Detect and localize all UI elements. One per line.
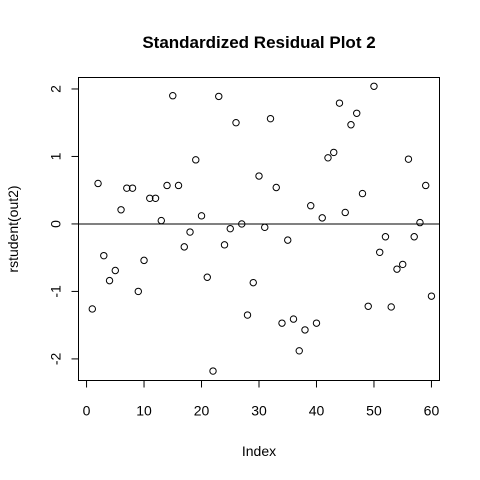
- data-point: [134, 287, 142, 296]
- data-point: [123, 184, 131, 192]
- chart-title: Standardized Residual Plot 2: [142, 33, 375, 52]
- y-axis-label: rstudent(out2): [5, 185, 21, 272]
- data-points: [88, 82, 436, 375]
- x-tick-label: 10: [136, 403, 152, 419]
- data-point: [289, 315, 298, 323]
- x-tick-label: 20: [194, 403, 210, 419]
- data-point: [353, 109, 361, 117]
- data-point: [105, 276, 114, 285]
- data-point: [232, 119, 240, 127]
- data-point: [180, 243, 188, 251]
- y-axis: -2 -1 0 1 2: [48, 85, 79, 365]
- data-point: [186, 228, 194, 236]
- y-tick-label: -1: [48, 285, 64, 298]
- data-point: [422, 181, 430, 190]
- data-point: [381, 233, 390, 241]
- data-point: [88, 305, 96, 313]
- y-tick-label: 2: [48, 85, 64, 93]
- data-point: [151, 194, 160, 202]
- data-point: [335, 99, 344, 107]
- data-point: [128, 184, 137, 192]
- data-point: [364, 302, 372, 310]
- data-point: [243, 311, 252, 319]
- data-point: [301, 326, 309, 334]
- data-point: [146, 194, 154, 202]
- data-point: [249, 278, 257, 287]
- data-point: [358, 189, 367, 198]
- data-point: [410, 233, 418, 241]
- data-point: [261, 223, 269, 232]
- data-point: [284, 236, 292, 244]
- data-point: [192, 156, 200, 164]
- data-point: [341, 208, 349, 217]
- data-point: [238, 220, 246, 228]
- data-point: [387, 303, 395, 311]
- x-tick-label: 60: [424, 403, 440, 419]
- y-tick-label: 1: [48, 152, 64, 160]
- data-point: [266, 114, 275, 123]
- data-point: [215, 92, 223, 101]
- x-tick-label: 0: [83, 403, 91, 419]
- y-tick-label: 0: [48, 220, 64, 228]
- y-tick-label: -2: [48, 352, 64, 365]
- data-point: [307, 202, 315, 210]
- data-point: [94, 179, 102, 188]
- data-point: [347, 121, 355, 129]
- data-point: [330, 148, 338, 157]
- x-axis-label: Index: [242, 443, 276, 459]
- plot-frame: [78, 77, 440, 381]
- data-point: [324, 154, 332, 162]
- data-point: [416, 218, 424, 227]
- data-point: [399, 260, 407, 269]
- data-point: [169, 92, 177, 100]
- data-point: [140, 256, 148, 265]
- data-point: [174, 181, 183, 190]
- data-point: [203, 273, 211, 281]
- data-point: [220, 241, 229, 249]
- data-point: [295, 347, 303, 355]
- data-point: [197, 212, 206, 220]
- data-point: [318, 214, 326, 222]
- data-point: [272, 183, 280, 192]
- data-point: [226, 224, 234, 233]
- data-point: [163, 181, 171, 190]
- data-point: [111, 266, 119, 275]
- x-tick-label: 30: [251, 403, 267, 419]
- data-point: [376, 248, 384, 256]
- data-point: [209, 367, 217, 375]
- data-point: [393, 265, 401, 273]
- data-point: [255, 172, 263, 180]
- data-point: [117, 206, 125, 214]
- data-point: [278, 319, 286, 327]
- data-point: [370, 82, 378, 90]
- data-point: [157, 216, 165, 225]
- x-axis: 0 10 20 30 40 50 60: [83, 380, 440, 419]
- x-tick-label: 50: [366, 403, 382, 419]
- data-point: [312, 319, 321, 327]
- x-tick-label: 40: [309, 403, 325, 419]
- data-point: [404, 155, 413, 163]
- data-point: [427, 292, 436, 300]
- data-point: [100, 251, 108, 260]
